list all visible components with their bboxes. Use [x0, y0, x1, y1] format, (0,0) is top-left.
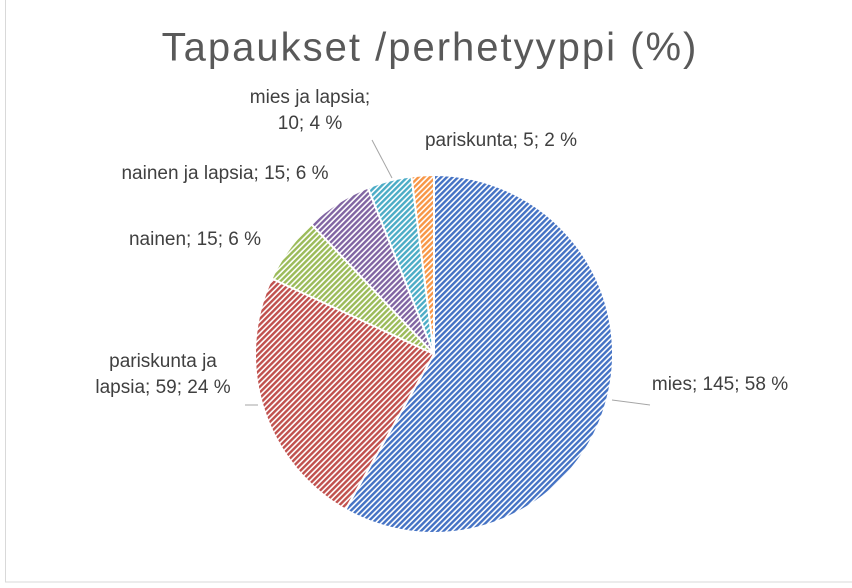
- data-label: mies; 145; 58 %: [652, 374, 788, 395]
- data-label: mies ja lapsia;: [250, 87, 370, 108]
- chart-title: Tapaukset /perhetyyppi (%): [162, 26, 699, 70]
- data-label: 10; 4 %: [278, 113, 343, 134]
- data-label: pariskunta ja: [109, 351, 217, 372]
- data-label: nainen ja lapsia; 15; 6 %: [121, 163, 328, 184]
- data-label: lapsia; 59; 24 %: [95, 377, 230, 398]
- data-label: pariskunta; 5; 2 %: [425, 130, 577, 151]
- data-label: nainen; 15; 6 %: [129, 229, 261, 250]
